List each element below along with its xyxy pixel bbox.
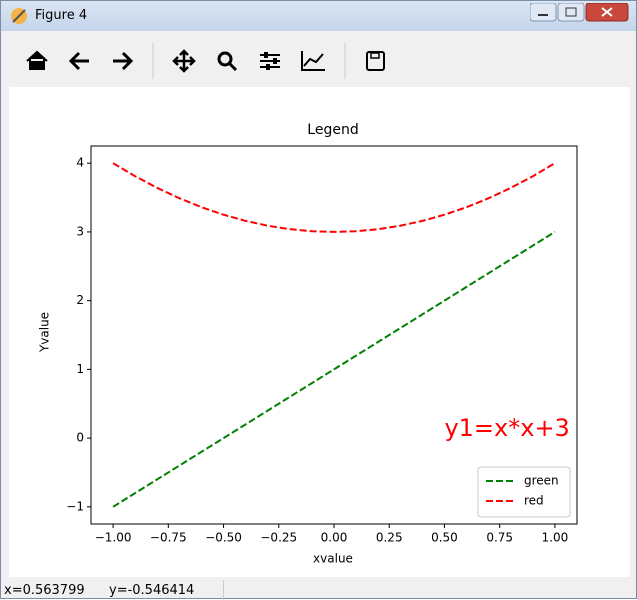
home-button[interactable] [26, 50, 48, 70]
pan-button[interactable] [172, 49, 196, 73]
chart: Legend xvalue Yvalue −1.00 −0.75 −0.50 −0.2… [38, 122, 578, 566]
window-buttons[interactable] [530, 3, 630, 25]
x-tick-label: −1.00 [95, 531, 132, 545]
x-tick-label: −0.75 [150, 531, 187, 545]
legend-label: red [524, 494, 544, 508]
line-series [112, 162, 556, 233]
legend-label: green [524, 474, 559, 488]
chart-title: Legend [307, 122, 358, 138]
edit-axes-button[interactable] [301, 51, 325, 71]
legend-box [477, 466, 571, 518]
x-tick-label: 0.75 [486, 531, 513, 545]
zoom-button[interactable] [217, 51, 238, 72]
title-bar: Figure 4 [1, 1, 636, 31]
y-tick-label: 4 [76, 156, 84, 170]
figure: Legend xvalue Yvalue −1.00 −0.75 −0.50 −0.2… [9, 87, 630, 577]
y-tick-label: 2 [76, 293, 84, 307]
back-button[interactable] [68, 51, 89, 71]
axes-frame [90, 145, 578, 525]
x-tick-label: 1.00 [542, 531, 569, 545]
app-icon [11, 8, 27, 24]
x-tick-label: 0.00 [321, 531, 348, 545]
y-axis-label: Yvalue [38, 312, 52, 353]
x-tick-label: −0.50 [205, 531, 242, 545]
y-tick-label: −1 [66, 499, 84, 513]
x-tick-label: −0.25 [260, 531, 297, 545]
y-tick-label: 1 [76, 362, 84, 376]
line-series [112, 231, 556, 508]
status-x: x=0.563799 [4, 583, 85, 598]
x-axis-label: xvalue [313, 552, 353, 566]
save-button[interactable] [366, 51, 385, 71]
y-tick-label: 0 [76, 431, 84, 445]
x-tick-label: 0.50 [431, 531, 458, 545]
window-title: Figure 4 [35, 8, 88, 23]
configure-button[interactable] [260, 52, 280, 70]
annotation: y1=x*x+3 [444, 414, 569, 442]
forward-button[interactable] [113, 51, 134, 71]
x-tick-label: 0.25 [376, 531, 403, 545]
status-y: y=-0.546414 [109, 583, 195, 598]
minimize-button[interactable] [530, 3, 557, 22]
maximize-button[interactable] [557, 3, 585, 22]
status-bar: x=0.563799 y=-0.546414 [1, 580, 636, 600]
y-tick-label: 3 [76, 224, 84, 238]
toolbar [26, 43, 385, 79]
